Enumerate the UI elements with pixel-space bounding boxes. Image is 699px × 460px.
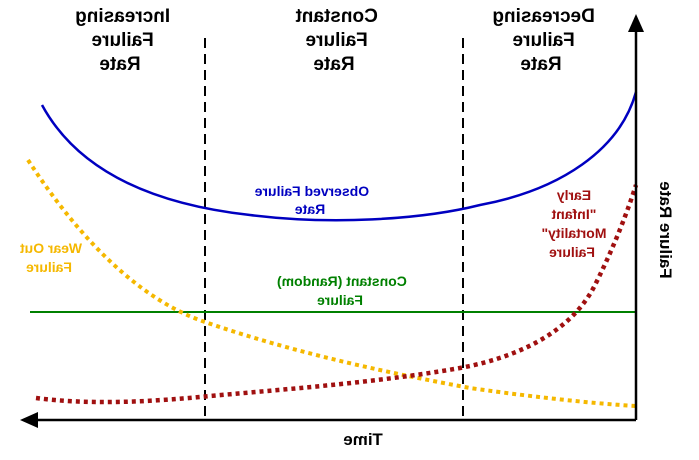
x-axis-arrowhead bbox=[20, 412, 38, 428]
early-failure-label: Early "Infant Mortality" Failure bbox=[538, 187, 607, 260]
observed-failure-label: Observed Failure Rate bbox=[251, 183, 369, 217]
wear-out-failure-label: Wear Out Failure bbox=[16, 240, 82, 275]
observed-failure-curve bbox=[40, 91, 638, 222]
region-title-increasing: Increasing Failure Rate bbox=[70, 6, 170, 75]
x-axis-label: Time bbox=[343, 430, 382, 449]
y-axis-label: Failure Rate bbox=[656, 181, 675, 278]
constant-failure-label: Constant (Random) Failure bbox=[273, 273, 407, 308]
early-failure-curve bbox=[35, 184, 639, 405]
y-axis-arrowhead bbox=[628, 14, 644, 32]
region-title-decreasing: Decreasing Failure Rate bbox=[487, 6, 595, 75]
region-title-constant: Constant Failure Rate bbox=[290, 6, 378, 75]
